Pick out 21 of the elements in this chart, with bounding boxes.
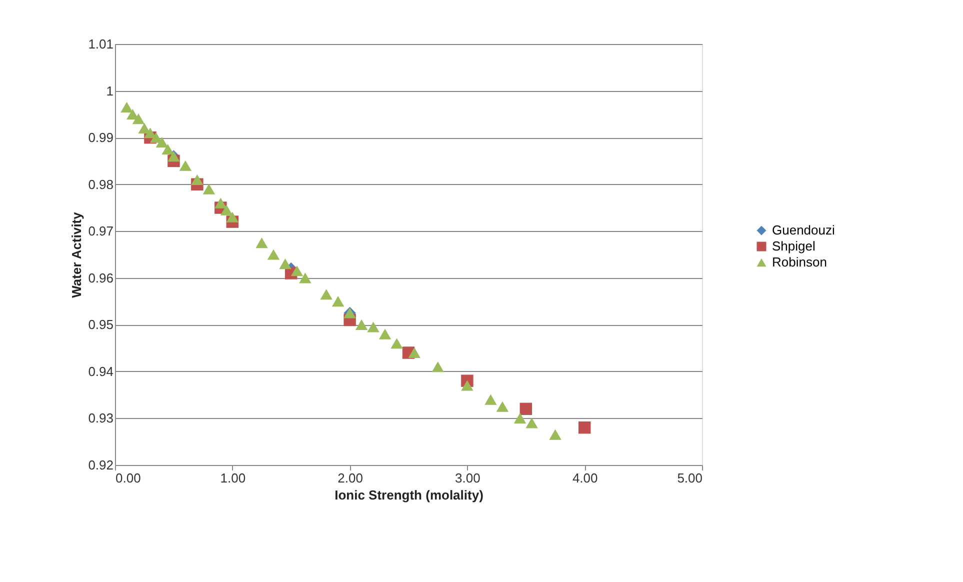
y-tick-label: 0.98: [88, 176, 114, 192]
x-tick-label: 0.00: [116, 470, 141, 486]
y-tick-label: 0.97: [88, 224, 114, 239]
y-tick-label: 0.96: [88, 270, 114, 286]
x-tick-label: 5.00: [677, 470, 702, 486]
x-tick-label: 1.00: [220, 470, 246, 486]
legend-label: Shpigel: [772, 238, 816, 254]
y-tick-label: 0.95: [88, 317, 114, 332]
y-tick-label: 0.92: [88, 458, 114, 472]
x-tick-label: 4.00: [572, 470, 598, 486]
x-tick-label: 2.00: [338, 470, 363, 486]
y-tick-label: 0.93: [88, 410, 114, 426]
x-tick-label: 3.00: [455, 470, 480, 486]
x-axis-title: Ionic Strength (molality): [334, 488, 484, 502]
y-tick-label: 0.94: [88, 364, 114, 379]
y-axis-title: Water Activity: [69, 211, 84, 298]
y-tick-label: 1: [106, 83, 114, 98]
legend-label: Guendouzi: [772, 222, 835, 238]
y-tick-label: 0.99: [88, 130, 114, 146]
y-tick-label: 1.01: [88, 36, 114, 52]
legend-label: Robinson: [772, 254, 827, 270]
